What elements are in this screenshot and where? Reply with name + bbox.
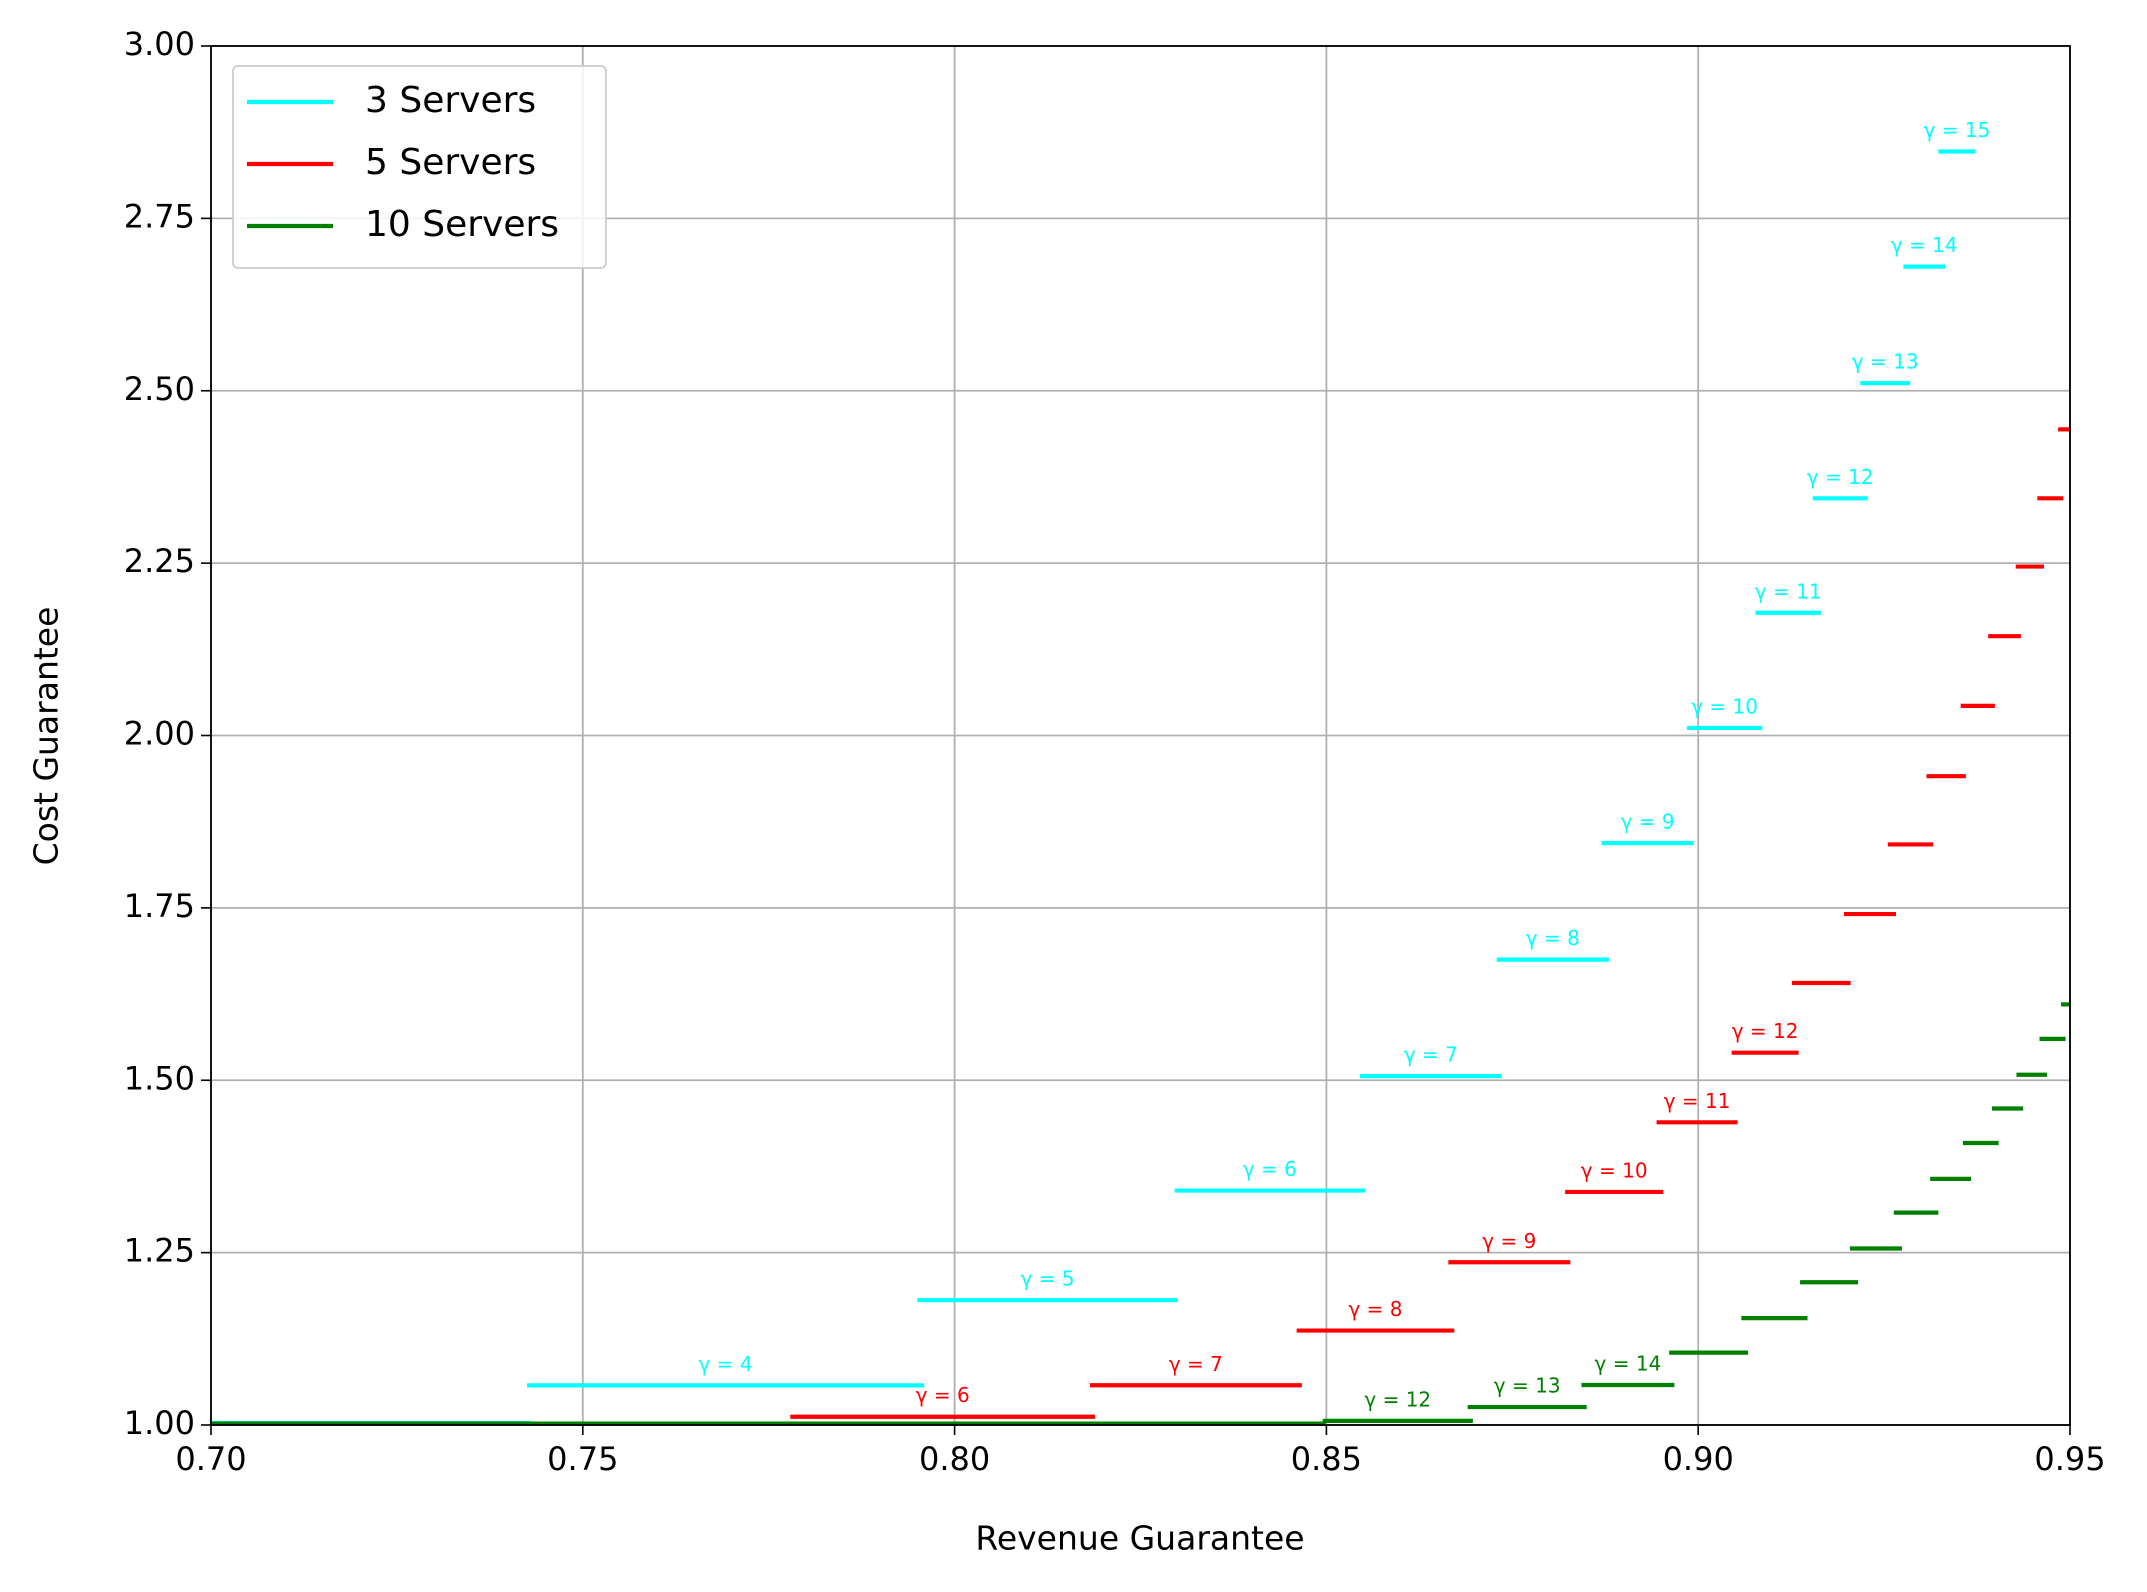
segment-label: γ = 10: [1691, 694, 1758, 718]
segment-label: γ = 13: [1494, 1374, 1561, 1398]
segment-label: γ = 14: [1595, 1352, 1662, 1376]
y-tick-label: 1.50: [124, 1059, 195, 1097]
segment-label: γ = 5: [1021, 1267, 1075, 1291]
segment-label: γ = 15: [1924, 118, 1991, 142]
segment-label: γ = 11: [1755, 579, 1822, 603]
plot-frame: [210, 45, 2071, 1426]
segment-label: γ = 10: [1581, 1158, 1648, 1182]
y-tick-label: 2.50: [124, 370, 195, 408]
segment-label: γ = 13: [1852, 350, 1919, 374]
legend-text: 3 Servers: [365, 80, 536, 121]
y-tick-label: 1.75: [124, 887, 195, 925]
x-tick-label: 0.90: [1663, 1440, 1734, 1478]
segment-label: γ = 6: [916, 1383, 970, 1407]
segment-label: γ = 8: [1526, 926, 1580, 950]
x-tick-label: 0.70: [175, 1440, 246, 1478]
segment-label: γ = 12: [1732, 1019, 1799, 1043]
segment-label: γ = 14: [1891, 233, 1958, 257]
y-tick-label: 2.00: [124, 715, 195, 753]
x-tick-label: 0.75: [547, 1440, 618, 1478]
segment-label: γ = 9: [1482, 1229, 1536, 1253]
segment-label: γ = 4: [699, 1352, 753, 1376]
legend: 3 Servers 5 Servers 10 Servers: [232, 65, 607, 269]
segment-label: γ = 6: [1243, 1157, 1297, 1181]
x-tick-label: 0.80: [919, 1440, 990, 1478]
x-tick-label: 0.85: [1291, 1440, 1362, 1478]
segment-label: γ = 7: [1404, 1043, 1458, 1067]
legend-text: 5 Servers: [365, 142, 536, 183]
y-tick-label: 1.00: [124, 1404, 195, 1442]
y-tick-label: 1.25: [124, 1232, 195, 1270]
segment-label: γ = 9: [1621, 810, 1675, 834]
y-tick-label: 2.75: [124, 197, 195, 235]
segment-label: γ = 12: [1364, 1387, 1431, 1411]
plot-area: [211, 149, 2070, 1426]
segment-label: γ = 7: [1169, 1352, 1223, 1376]
segment-label: γ = 12: [1807, 465, 1874, 489]
x-tick-label: 0.95: [2034, 1440, 2105, 1478]
y-tick-label: 3.00: [124, 25, 195, 63]
legend-box: [232, 65, 607, 269]
y-axis-label: Cost Guarantee: [27, 607, 66, 866]
x-axis-label: Revenue Guarantee: [975, 1519, 1304, 1558]
legend-text: 10 Servers: [365, 204, 559, 245]
y-tick-label: 2.25: [124, 542, 195, 580]
segment-label: γ = 8: [1348, 1297, 1402, 1321]
segment-label: γ = 11: [1664, 1089, 1731, 1113]
